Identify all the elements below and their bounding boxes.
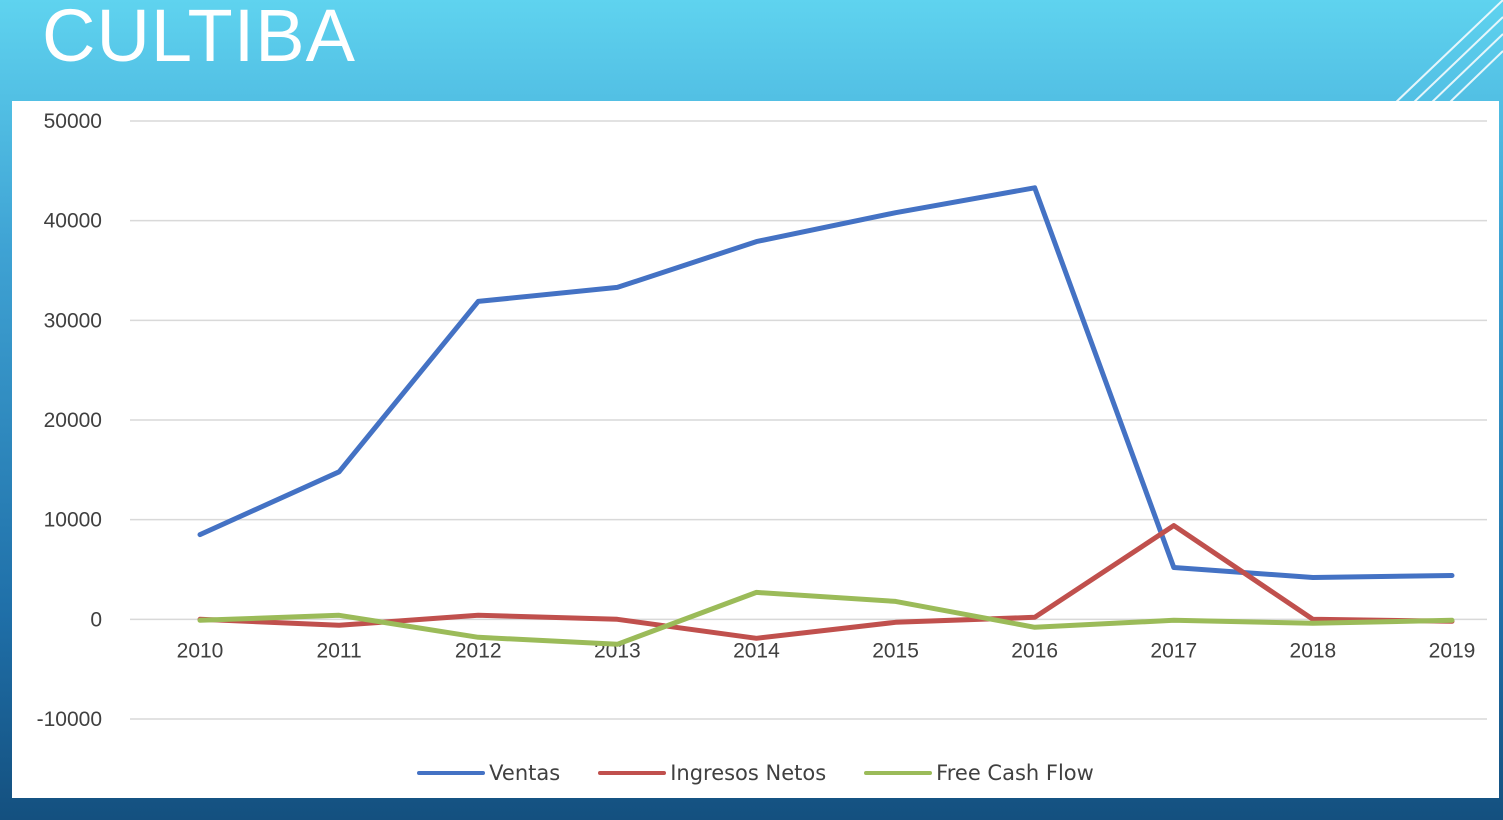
series-line-ingresos-netos bbox=[197, 523, 1455, 641]
y-tick-label: 30000 bbox=[44, 309, 102, 332]
y-tick-label: 50000 bbox=[44, 110, 102, 133]
y-tick-label: 10000 bbox=[44, 509, 102, 532]
legend-label-ingresos-netos: Ingresos Netos bbox=[670, 761, 827, 785]
decorative-stripes-icon bbox=[1392, 0, 1503, 105]
x-tick-label: 2010 bbox=[177, 639, 224, 662]
legend-swatch-ingresos-netos bbox=[598, 771, 667, 775]
x-tick-label: 2019 bbox=[1429, 639, 1476, 662]
x-tick-label: 2011 bbox=[317, 639, 362, 662]
legend-label-free-cash-flow: Free Cash Flow bbox=[936, 761, 1094, 785]
x-tick-label: 2015 bbox=[872, 639, 919, 662]
legend-item-free-cash-flow: Free Cash Flow bbox=[864, 761, 1094, 785]
slide-title: CULTIBA bbox=[42, 0, 357, 77]
series-line-free-cash-flow bbox=[197, 589, 1455, 647]
x-tick-label: 2017 bbox=[1150, 639, 1197, 662]
x-tick-label: 2018 bbox=[1290, 639, 1337, 662]
legend-swatch-free-cash-flow bbox=[864, 771, 933, 775]
x-tick-label: 2016 bbox=[1011, 639, 1058, 662]
y-tick-label: 20000 bbox=[44, 409, 102, 432]
y-tick-label: 40000 bbox=[44, 210, 102, 233]
legend-swatch-ventas bbox=[417, 771, 486, 775]
legend-item-ventas: Ventas bbox=[417, 761, 560, 785]
chart-legend: Ventas Ingresos Netos Free Cash Flow bbox=[12, 761, 1499, 785]
x-tick-label: 2012 bbox=[455, 639, 502, 662]
legend-label-ventas: Ventas bbox=[489, 761, 561, 785]
line-chart: 50000 40000 30000 20000 10000 0 -10000 2010 2011… bbox=[37, 110, 1487, 731]
y-tick-label: -10000 bbox=[37, 708, 102, 731]
chart-panel: 50000 40000 30000 20000 10000 0 -10000 2010 2011… bbox=[12, 101, 1499, 798]
x-tick-label: 2014 bbox=[733, 639, 780, 662]
y-tick-label: 0 bbox=[90, 608, 102, 631]
legend-item-ingresos-netos: Ingresos Netos bbox=[598, 761, 826, 785]
